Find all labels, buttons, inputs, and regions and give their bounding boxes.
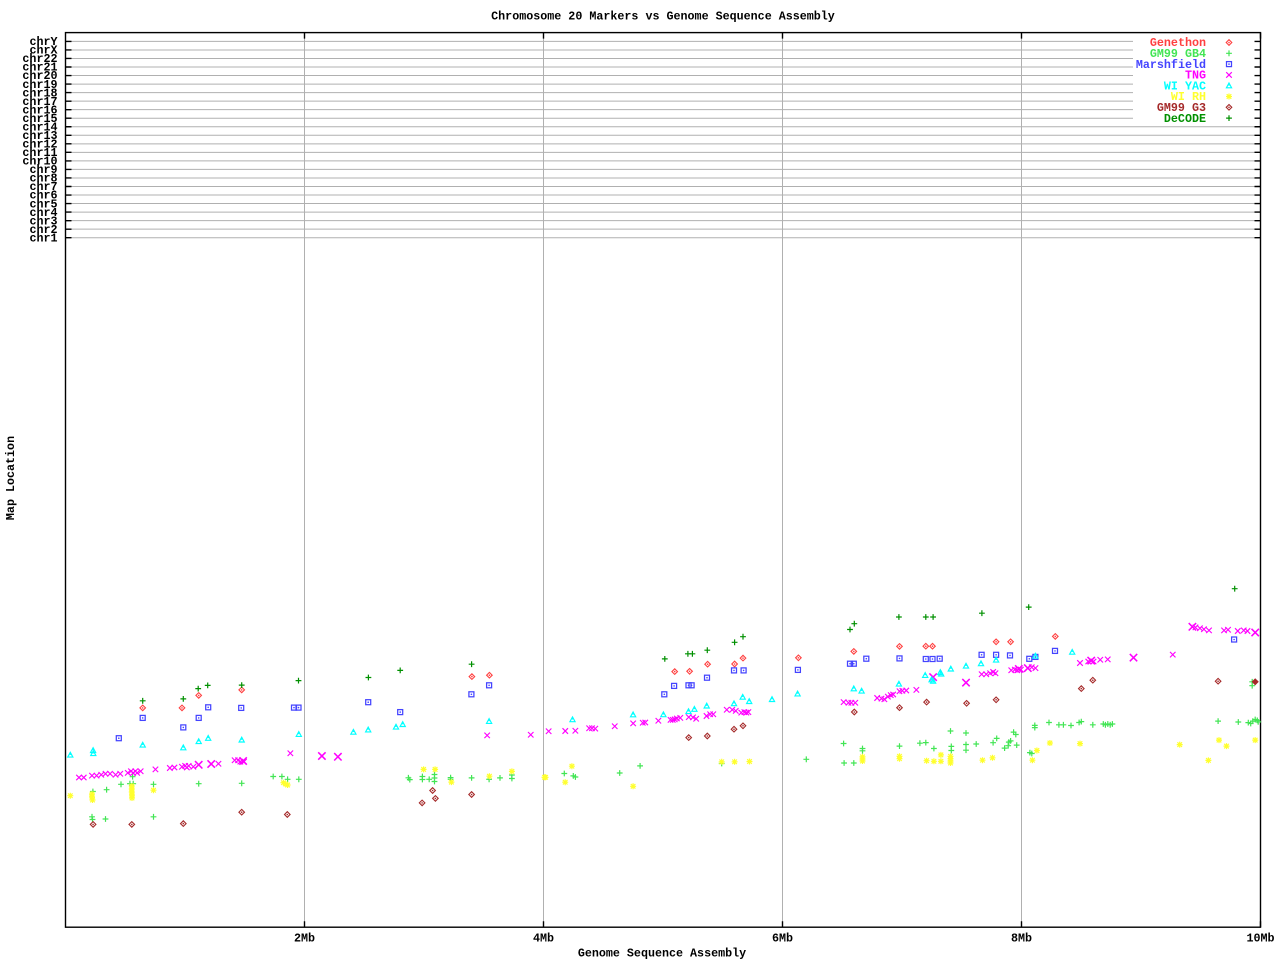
svg-text:GM99 G3: GM99 G3 [1157,101,1206,115]
svg-text:chrY: chrY [29,35,57,49]
svg-text:chr5: chr5 [29,197,57,211]
svg-text:chr11: chr11 [22,146,57,160]
svg-text:Chromosome 20 Markers vs Genom: Chromosome 20 Markers vs Genome Sequence… [491,10,835,24]
svg-text:chr8: chr8 [29,172,57,186]
svg-text:8Mb: 8Mb [1011,932,1032,946]
svg-text:Genome Sequence Assembly: Genome Sequence Assembly [578,947,746,960]
svg-text:WI YAC: WI YAC [1164,79,1206,93]
svg-text:chr21: chr21 [22,61,57,75]
svg-text:chrX: chrX [29,44,58,58]
svg-text:chr3: chr3 [29,214,57,228]
svg-text:chr1: chr1 [29,231,57,245]
svg-text:chr9: chr9 [29,163,57,177]
svg-text:chr4: chr4 [29,206,57,220]
svg-text:Genethon: Genethon [1150,36,1206,50]
svg-text:chr10: chr10 [22,155,57,169]
svg-text:chr22: chr22 [22,52,57,66]
svg-text:chr18: chr18 [22,86,57,100]
svg-text:chr16: chr16 [22,103,57,117]
svg-text:2Mb: 2Mb [294,932,315,946]
svg-text:WI RH: WI RH [1171,90,1206,104]
svg-text:chr13: chr13 [22,129,57,143]
svg-text:chr12: chr12 [22,138,57,152]
svg-text:Marshfield: Marshfield [1136,58,1206,72]
svg-text:DeCODE: DeCODE [1164,112,1206,126]
svg-text:Map Location: Map Location [4,436,18,520]
svg-text:chr6: chr6 [29,189,57,203]
svg-text:TNG: TNG [1185,69,1206,83]
svg-text:chr2: chr2 [29,223,57,237]
svg-text:GM99 GB4: GM99 GB4 [1150,47,1206,61]
svg-text:chr17: chr17 [22,95,57,109]
svg-text:chr20: chr20 [22,69,57,83]
svg-text:chr14: chr14 [22,120,57,134]
svg-text:10Mb: 10Mb [1246,932,1274,946]
svg-text:6Mb: 6Mb [772,932,793,946]
svg-text:chr15: chr15 [22,112,57,126]
svg-text:4Mb: 4Mb [533,932,554,946]
svg-text:chr19: chr19 [22,78,57,92]
svg-text:chr7: chr7 [29,180,57,194]
